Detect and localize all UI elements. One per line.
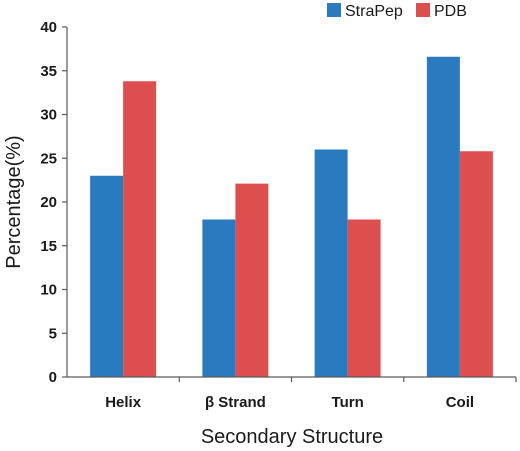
y-tick-label: 5 — [49, 325, 57, 342]
legend-swatch-strapep — [327, 3, 341, 17]
y-axis-ticks: 0 5 10 15 20 25 30 35 40 — [40, 19, 67, 386]
bar-strapep-1 — [202, 219, 236, 377]
bar-pdb-1 — [235, 183, 269, 377]
bar-strapep-0 — [90, 175, 124, 377]
x-axis-ticks: Helix β Strand Turn Coil — [105, 377, 517, 411]
bar-pdb-3 — [459, 151, 493, 377]
x-tick-label: Turn — [332, 394, 364, 411]
y-tick-label: 40 — [40, 19, 57, 36]
bars — [90, 56, 493, 377]
x-tick-label: β Strand — [205, 394, 266, 411]
bar-pdb-0 — [123, 81, 157, 377]
bar-strapep-2 — [314, 149, 348, 377]
y-tick-label: 30 — [40, 107, 57, 124]
y-axis-title: Percentage(%) — [3, 135, 25, 268]
y-tick-label: 0 — [49, 369, 57, 386]
legend-label-strapep: StraPep — [345, 3, 403, 20]
x-tick-label: Coil — [446, 394, 474, 411]
legend: StraPep PDB — [327, 3, 467, 20]
y-tick-label: 35 — [40, 63, 57, 80]
bar-pdb-2 — [347, 219, 381, 377]
legend-swatch-pdb — [416, 3, 430, 17]
bar-strapep-3 — [426, 56, 460, 377]
legend-label-pdb: PDB — [434, 3, 467, 20]
y-tick-label: 10 — [40, 282, 57, 299]
x-axis-title: Secondary Structure — [201, 426, 383, 448]
y-tick-label: 15 — [40, 238, 57, 255]
y-tick-label: 25 — [40, 150, 57, 167]
x-tick-label: Helix — [105, 394, 142, 411]
y-tick-label: 20 — [40, 194, 57, 211]
